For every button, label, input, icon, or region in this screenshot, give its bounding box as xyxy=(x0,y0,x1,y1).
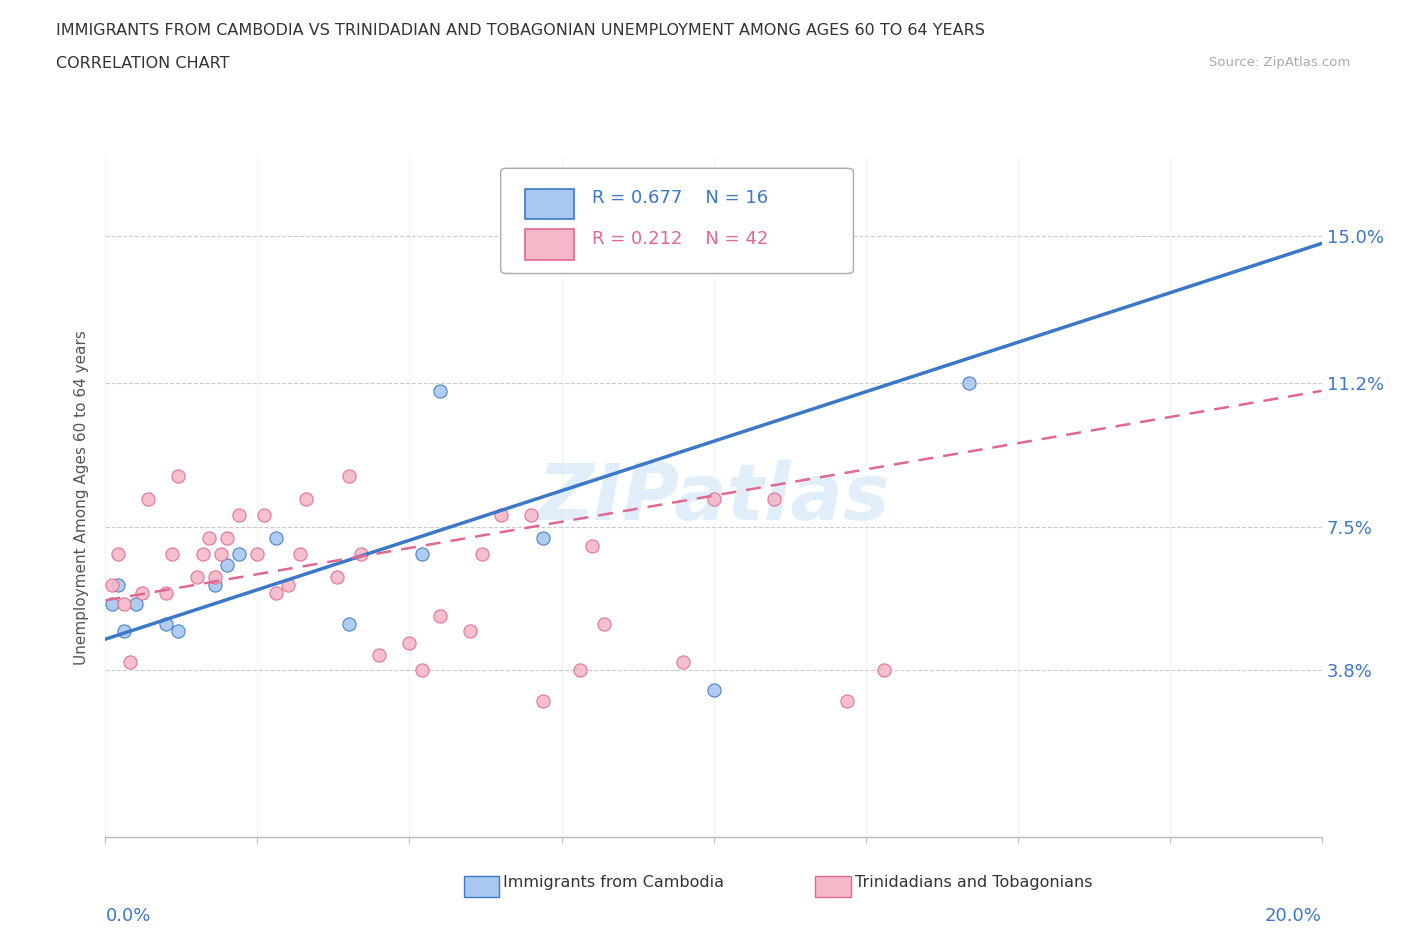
Point xyxy=(209,546,232,561)
Point xyxy=(581,538,603,553)
Point xyxy=(325,570,347,585)
Point xyxy=(252,508,274,523)
Point xyxy=(112,597,135,612)
FancyBboxPatch shape xyxy=(501,168,853,273)
Point xyxy=(217,531,239,546)
Point xyxy=(350,546,373,561)
Point xyxy=(112,624,135,639)
Point xyxy=(368,647,391,662)
Point xyxy=(337,617,360,631)
Point xyxy=(531,531,554,546)
Point xyxy=(107,546,129,561)
Point xyxy=(100,597,122,612)
Point xyxy=(672,655,695,670)
Point xyxy=(107,578,129,592)
Point xyxy=(204,570,226,585)
Point xyxy=(295,492,318,507)
Point xyxy=(277,578,299,592)
Point xyxy=(246,546,269,561)
Text: R = 0.677    N = 16: R = 0.677 N = 16 xyxy=(592,189,768,206)
Point xyxy=(837,694,859,709)
Point xyxy=(702,682,725,697)
Point xyxy=(763,492,786,507)
Point xyxy=(217,558,239,573)
Text: R = 0.212    N = 42: R = 0.212 N = 42 xyxy=(592,230,768,247)
Point xyxy=(136,492,159,507)
Point xyxy=(198,531,221,546)
Point xyxy=(471,546,494,561)
Text: Trinidadians and Tobagonians: Trinidadians and Tobagonians xyxy=(855,875,1092,890)
Point xyxy=(155,585,177,600)
Point xyxy=(520,508,543,523)
Point xyxy=(125,597,148,612)
Y-axis label: Unemployment Among Ages 60 to 64 years: Unemployment Among Ages 60 to 64 years xyxy=(75,330,90,665)
Text: Source: ZipAtlas.com: Source: ZipAtlas.com xyxy=(1209,56,1350,69)
Point xyxy=(118,655,141,670)
Point xyxy=(131,585,153,600)
Point xyxy=(411,663,433,678)
Point xyxy=(411,546,433,561)
Point xyxy=(288,546,311,561)
Text: 0.0%: 0.0% xyxy=(105,907,150,924)
Point xyxy=(264,531,287,546)
Point xyxy=(957,376,980,391)
Point xyxy=(873,663,896,678)
Point xyxy=(429,608,451,623)
Text: Immigrants from Cambodia: Immigrants from Cambodia xyxy=(503,875,724,890)
Text: CORRELATION CHART: CORRELATION CHART xyxy=(56,56,229,71)
Point xyxy=(702,492,725,507)
Point xyxy=(568,663,591,678)
Text: 20.0%: 20.0% xyxy=(1265,907,1322,924)
Point xyxy=(228,546,250,561)
Point xyxy=(531,694,554,709)
Point xyxy=(337,469,360,484)
Point xyxy=(155,617,177,631)
Point xyxy=(167,469,190,484)
Point xyxy=(191,546,214,561)
Point xyxy=(264,585,287,600)
Point xyxy=(458,624,481,639)
Point xyxy=(100,578,122,592)
Point xyxy=(593,617,616,631)
Point xyxy=(186,570,208,585)
Point xyxy=(204,578,226,592)
Point xyxy=(167,624,190,639)
Point xyxy=(228,508,250,523)
Point xyxy=(489,508,512,523)
Point xyxy=(162,546,184,561)
Point xyxy=(398,635,420,650)
Text: IMMIGRANTS FROM CAMBODIA VS TRINIDADIAN AND TOBAGONIAN UNEMPLOYMENT AMONG AGES 6: IMMIGRANTS FROM CAMBODIA VS TRINIDADIAN … xyxy=(56,23,986,38)
FancyBboxPatch shape xyxy=(524,230,574,260)
Text: ZIPatlas: ZIPatlas xyxy=(537,459,890,536)
Point xyxy=(429,383,451,398)
FancyBboxPatch shape xyxy=(524,189,574,219)
